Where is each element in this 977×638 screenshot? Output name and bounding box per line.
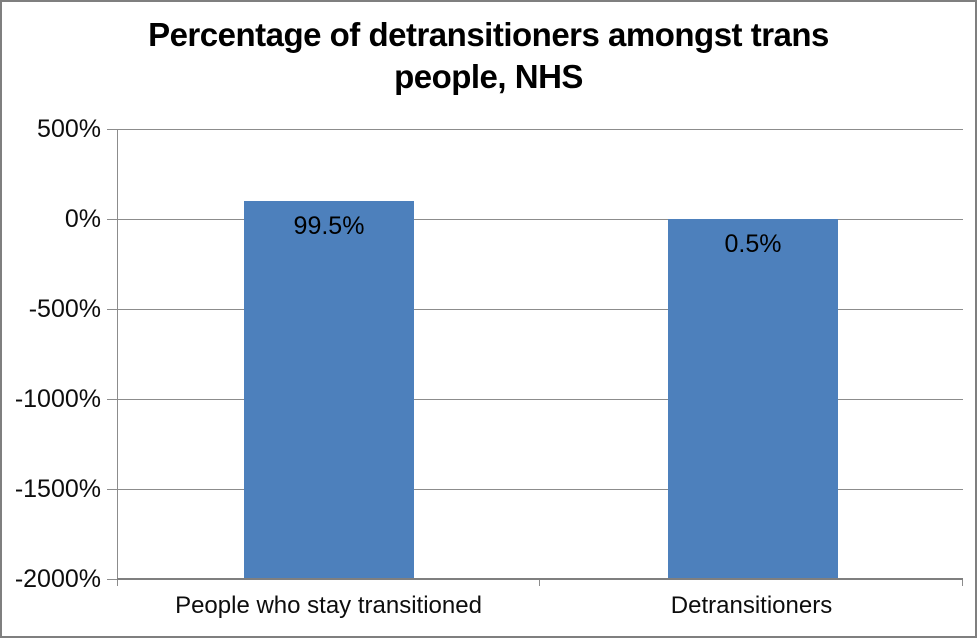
y-tick-500 bbox=[107, 129, 117, 130]
bar-people-who-stay-transitioned bbox=[244, 201, 414, 579]
y-tick-0 bbox=[107, 219, 117, 220]
data-label-detransitioners: 0.5% bbox=[724, 230, 782, 258]
chart-title-line-2: people, NHS bbox=[394, 58, 583, 95]
category-label-people-who-stay-transitioned: People who stay transitioned bbox=[175, 592, 482, 619]
gridline-neg1500 bbox=[117, 489, 963, 490]
gridline-neg500 bbox=[117, 309, 963, 310]
y-axis-label-500: 500% bbox=[37, 115, 101, 143]
data-label-people-who-stay-transitioned: 99.5% bbox=[293, 212, 365, 240]
chart-title-line-1: Percentage of detransitioners amongst tr… bbox=[148, 16, 829, 53]
x-tick-middle bbox=[539, 579, 540, 586]
y-axis-label-neg2000: -2000% bbox=[14, 565, 101, 593]
gridline-0 bbox=[117, 219, 963, 220]
x-tick-right bbox=[962, 579, 963, 586]
y-axis-label-neg1000: -1000% bbox=[14, 385, 101, 413]
y-tick-neg1500 bbox=[107, 489, 117, 490]
y-tick-neg2000 bbox=[107, 579, 117, 580]
y-tick-neg1000 bbox=[107, 399, 117, 400]
gridline-neg1000 bbox=[117, 399, 963, 400]
x-tick-left bbox=[117, 579, 118, 586]
chart-title: Percentage of detransitioners amongst tr… bbox=[2, 14, 975, 98]
y-axis-label-neg1500: -1500% bbox=[14, 475, 101, 503]
y-axis-line bbox=[117, 129, 118, 579]
y-axis-label-neg500: -500% bbox=[28, 295, 101, 323]
x-axis-line bbox=[117, 578, 963, 580]
category-label-detransitioners: Detransitioners bbox=[670, 592, 833, 619]
gridline-500 bbox=[117, 129, 963, 130]
y-axis-label-0: 0% bbox=[64, 205, 101, 233]
bar-detransitioners bbox=[668, 219, 838, 579]
y-tick-neg500 bbox=[107, 309, 117, 310]
